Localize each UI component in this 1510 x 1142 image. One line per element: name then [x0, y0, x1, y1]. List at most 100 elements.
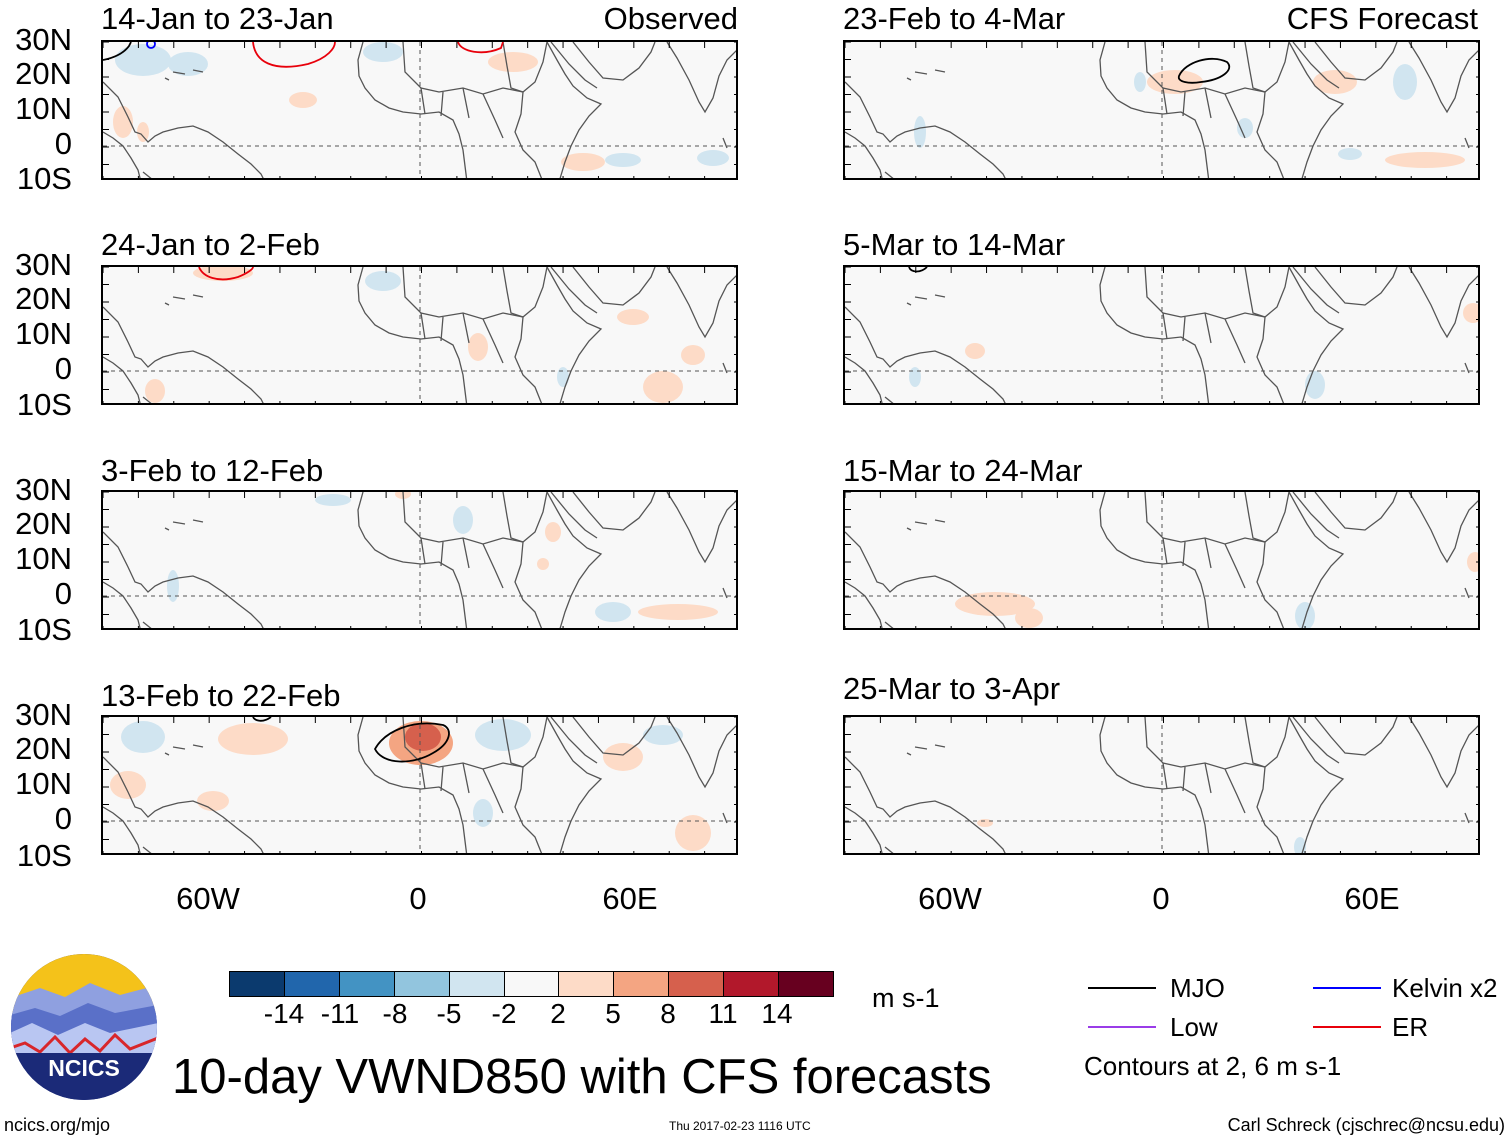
- lat-tick: 20N: [15, 506, 72, 541]
- lat-tick: 30N: [15, 472, 72, 507]
- anomaly-blob: [488, 52, 538, 72]
- colorbar-tick: 11: [708, 998, 738, 1029]
- colorbar-tick: 14: [761, 998, 793, 1029]
- anomaly-blob: [955, 592, 1035, 616]
- map-panel-observed-1: [101, 40, 738, 180]
- coastline: [1292, 717, 1340, 764]
- colorbar-tick: -14: [263, 998, 305, 1029]
- anomaly-blob: [110, 771, 146, 799]
- coastline: [906, 744, 946, 756]
- anomaly-blob: [405, 723, 441, 751]
- coastline: [1292, 492, 1340, 539]
- coastline: [103, 356, 141, 403]
- map-panel-forecast-3: [843, 490, 1480, 630]
- panel-title-left-2: 24-Jan to 2-Feb: [101, 227, 320, 262]
- forecast-label: CFS Forecast: [1286, 1, 1478, 36]
- lat-tick: 0: [54, 576, 72, 611]
- coastline: [550, 42, 598, 89]
- anomaly-blob: [537, 558, 549, 570]
- map-field: [845, 267, 1478, 403]
- panel-title-right-2: 5-Mar to 14-Mar: [843, 227, 1066, 262]
- coastline: [502, 267, 548, 318]
- coastline: [514, 766, 543, 853]
- main-title: 10-day VWND850 with CFS forecasts: [172, 1050, 992, 1104]
- coastline: [402, 42, 524, 95]
- lat-tick: 30N: [15, 247, 72, 282]
- coastline: [722, 587, 728, 599]
- units-label: m s-1: [872, 983, 940, 1013]
- coastline: [1292, 267, 1340, 314]
- anomaly-blob: [643, 725, 683, 745]
- coastline: [1288, 717, 1345, 853]
- lat-tick: 0: [54, 351, 72, 386]
- coastline: [1144, 267, 1266, 320]
- coastline: [1256, 316, 1285, 403]
- colorbar-swatch: [448, 972, 504, 996]
- colorbar-tick: -2: [491, 998, 517, 1029]
- coastline: [514, 541, 543, 628]
- anomaly-blob: [197, 791, 229, 811]
- colorbar-swatch: [393, 972, 449, 996]
- lon-tick: 0: [409, 881, 427, 916]
- contour-line: [146, 42, 156, 49]
- legend-label-er: ER: [1392, 1012, 1429, 1042]
- anomaly-blob: [1463, 303, 1478, 323]
- anomaly-blob: [675, 815, 711, 851]
- ncics-logo: NCICS: [10, 953, 158, 1101]
- colorbar-tick: 8: [660, 998, 676, 1029]
- coastline: [164, 744, 204, 756]
- coastline: [845, 306, 1006, 403]
- coastline: [666, 267, 736, 339]
- coastline: [550, 717, 598, 764]
- coastline: [1144, 42, 1266, 95]
- anomaly-blob: [681, 345, 705, 365]
- footer-url[interactable]: ncics.org/mjo: [4, 1115, 111, 1135]
- coastline: [1162, 762, 1246, 814]
- map-field: [103, 42, 736, 178]
- coastline: [1256, 91, 1285, 178]
- lat-tick: 10S: [16, 161, 72, 196]
- coastline: [164, 69, 204, 81]
- coastline: [514, 91, 543, 178]
- anomaly-blob: [1393, 64, 1417, 100]
- anomaly-blob: [473, 799, 493, 827]
- contour-line: [1177, 57, 1231, 84]
- panel-title-left-4: 13-Feb to 22-Feb: [101, 678, 341, 713]
- lat-tick: 20N: [15, 281, 72, 316]
- coastline: [357, 717, 468, 853]
- coastline: [1162, 87, 1246, 139]
- lat-tick: 10S: [16, 838, 72, 873]
- coastline: [1288, 267, 1345, 403]
- contour-line: [252, 42, 336, 68]
- anomaly-blob: [365, 271, 401, 291]
- coastline: [164, 519, 204, 531]
- anomaly-blob: [965, 343, 985, 359]
- map-field: [103, 717, 736, 853]
- coastline: [1099, 267, 1210, 403]
- coastline: [550, 492, 598, 539]
- anomaly-blob: [289, 92, 317, 108]
- coastline: [1314, 42, 1398, 81]
- coastline: [402, 717, 524, 770]
- coastline: [1244, 717, 1290, 768]
- coastline: [142, 621, 152, 628]
- anomaly-blob: [475, 719, 531, 751]
- legend-line-er: [1313, 1026, 1381, 1028]
- anomaly-blob: [168, 52, 208, 76]
- anomaly-blob: [638, 604, 718, 620]
- map-field: [845, 717, 1478, 853]
- legend-line-kelvin: [1313, 987, 1381, 989]
- lat-tick: 0: [54, 126, 72, 161]
- map-panel-forecast-2: [843, 265, 1480, 405]
- coastline: [1292, 42, 1340, 89]
- map-panel-forecast-1: [843, 40, 1480, 180]
- coastline: [722, 362, 728, 374]
- coastline: [1288, 42, 1345, 178]
- coastline: [722, 812, 728, 824]
- coastline: [884, 396, 894, 403]
- coastline: [906, 69, 946, 81]
- colorbar-swatch: [503, 972, 559, 996]
- coastline: [1408, 717, 1478, 789]
- anomaly-blob: [113, 106, 133, 138]
- lat-tick: 10N: [15, 91, 72, 126]
